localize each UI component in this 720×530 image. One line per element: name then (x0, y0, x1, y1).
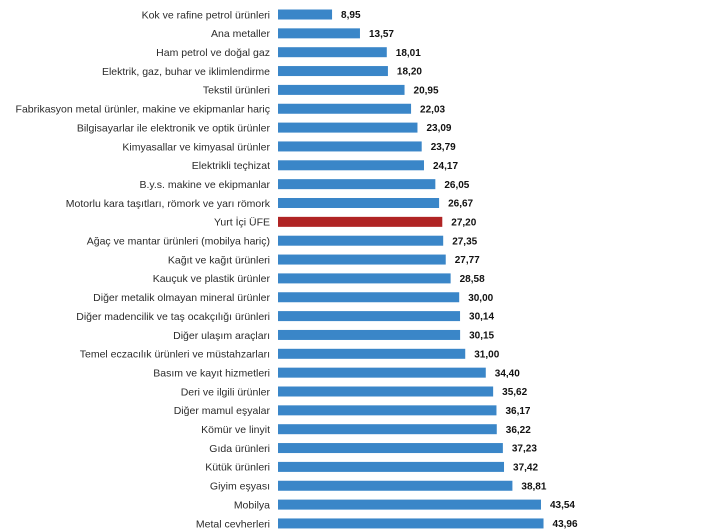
bar (278, 28, 360, 39)
value-label: 8,95 (341, 10, 361, 21)
value-label: 27,20 (451, 217, 476, 228)
bar (278, 84, 405, 95)
bar (278, 198, 440, 208)
category-label: Motorlu kara taşıtları, römork ve yarı r… (66, 198, 271, 210)
bars (278, 9, 544, 529)
category-label: Kömür ve linyit (201, 424, 270, 436)
value-label: 13,57 (369, 29, 394, 40)
category-label: Ham petrol ve doğal gaz (156, 47, 270, 59)
value-label: 24,17 (433, 161, 458, 172)
category-label: Diğer madencilik ve taş ocakçılığı ürünl… (76, 311, 270, 323)
bar (278, 329, 461, 340)
category-label: Kimyasallar ve kimyasal ürünler (122, 141, 270, 153)
category-label: Giyim eşyası (210, 481, 270, 493)
value-label: 30,00 (468, 293, 493, 304)
value-label: 37,42 (513, 463, 538, 474)
value-label: 18,20 (397, 67, 422, 78)
category-label: Diğer metalik olmayan mineral ürünler (93, 292, 270, 304)
bar (278, 103, 412, 114)
value-label: 27,35 (452, 236, 477, 247)
bar (278, 348, 466, 359)
bar (278, 367, 486, 378)
category-label: Kok ve rafine petrol ürünleri (142, 9, 270, 21)
value-label: 23,79 (431, 142, 456, 153)
value-label: 18,01 (396, 48, 421, 59)
category-label: Diğer mamul eşyalar (174, 405, 271, 417)
value-label: 31,00 (474, 349, 499, 360)
category-label: Kütük ürünleri (205, 462, 270, 474)
category-label: Bilgisayarlar ile elektronik ve optik ür… (77, 122, 271, 134)
value-label: 35,62 (502, 387, 527, 398)
category-label: Diğer ulaşım araçları (173, 330, 270, 342)
bar (278, 235, 444, 246)
bar (278, 424, 497, 435)
value-label: 36,22 (506, 425, 531, 436)
bar (278, 254, 446, 265)
bar (278, 461, 505, 472)
category-label: Yurt İçi ÜFE (214, 216, 270, 229)
value-label: 34,40 (495, 368, 520, 379)
bar (278, 179, 436, 190)
category-label: Elektrik, gaz, buhar ve iklimlendirme (102, 66, 270, 78)
value-label: 43,54 (550, 500, 575, 511)
value-label: 36,17 (505, 406, 530, 417)
bar (278, 499, 541, 510)
value-label: 38,81 (521, 481, 546, 492)
category-label: Temel eczacılık ürünleri ve müstahzarlar… (80, 349, 270, 361)
bar (278, 518, 544, 529)
category-label: Tekstil ürünleri (203, 85, 270, 97)
value-label: 37,23 (512, 444, 537, 455)
bar (278, 443, 503, 454)
category-label: Metal cevherleri (196, 518, 270, 530)
bar (278, 9, 333, 20)
bar (278, 480, 513, 491)
bar (278, 47, 387, 58)
bar (278, 273, 451, 284)
value-label: 22,03 (420, 104, 445, 115)
value-label: 43,96 (553, 519, 578, 530)
bar-highlight (278, 216, 443, 227)
category-label: Fabrikasyon metal ürünler, makine ve eki… (16, 104, 270, 116)
value-label: 26,05 (444, 180, 469, 191)
category-label: Elektrikli teçhizat (192, 160, 270, 172)
bar (278, 292, 460, 303)
category-label: Mobilya (234, 499, 270, 511)
value-label: 20,95 (414, 86, 439, 97)
category-label: Gıda ürünleri (209, 443, 270, 455)
value-label: 27,77 (455, 255, 480, 266)
category-label: Basım ve kayıt hizmetleri (153, 367, 270, 379)
bar (278, 66, 388, 77)
bar (278, 405, 497, 416)
value-label: 28,58 (460, 274, 485, 285)
bar (278, 311, 461, 322)
category-label: B.y.s. makine ve ekipmanlar (139, 179, 270, 191)
value-label: 23,09 (426, 123, 451, 134)
bar (278, 386, 494, 397)
category-label: Kağıt ve kağıt ürünleri (168, 254, 270, 266)
bar (278, 160, 424, 171)
category-label: Ağaç ve mantar ürünleri (mobilya hariç) (87, 236, 270, 248)
bar (278, 122, 418, 133)
value-label: 30,15 (469, 331, 494, 342)
category-label: Ana metaller (211, 28, 270, 40)
category-label: Kauçuk ve plastik ürünler (153, 273, 271, 285)
category-labels: Kok ve rafine petrol ürünleri Ana metalle… (16, 9, 271, 530)
value-label: 26,67 (448, 199, 473, 210)
bar (278, 141, 422, 152)
value-label: 30,14 (469, 312, 494, 323)
category-label: Deri ve ilgili ürünler (181, 386, 271, 398)
